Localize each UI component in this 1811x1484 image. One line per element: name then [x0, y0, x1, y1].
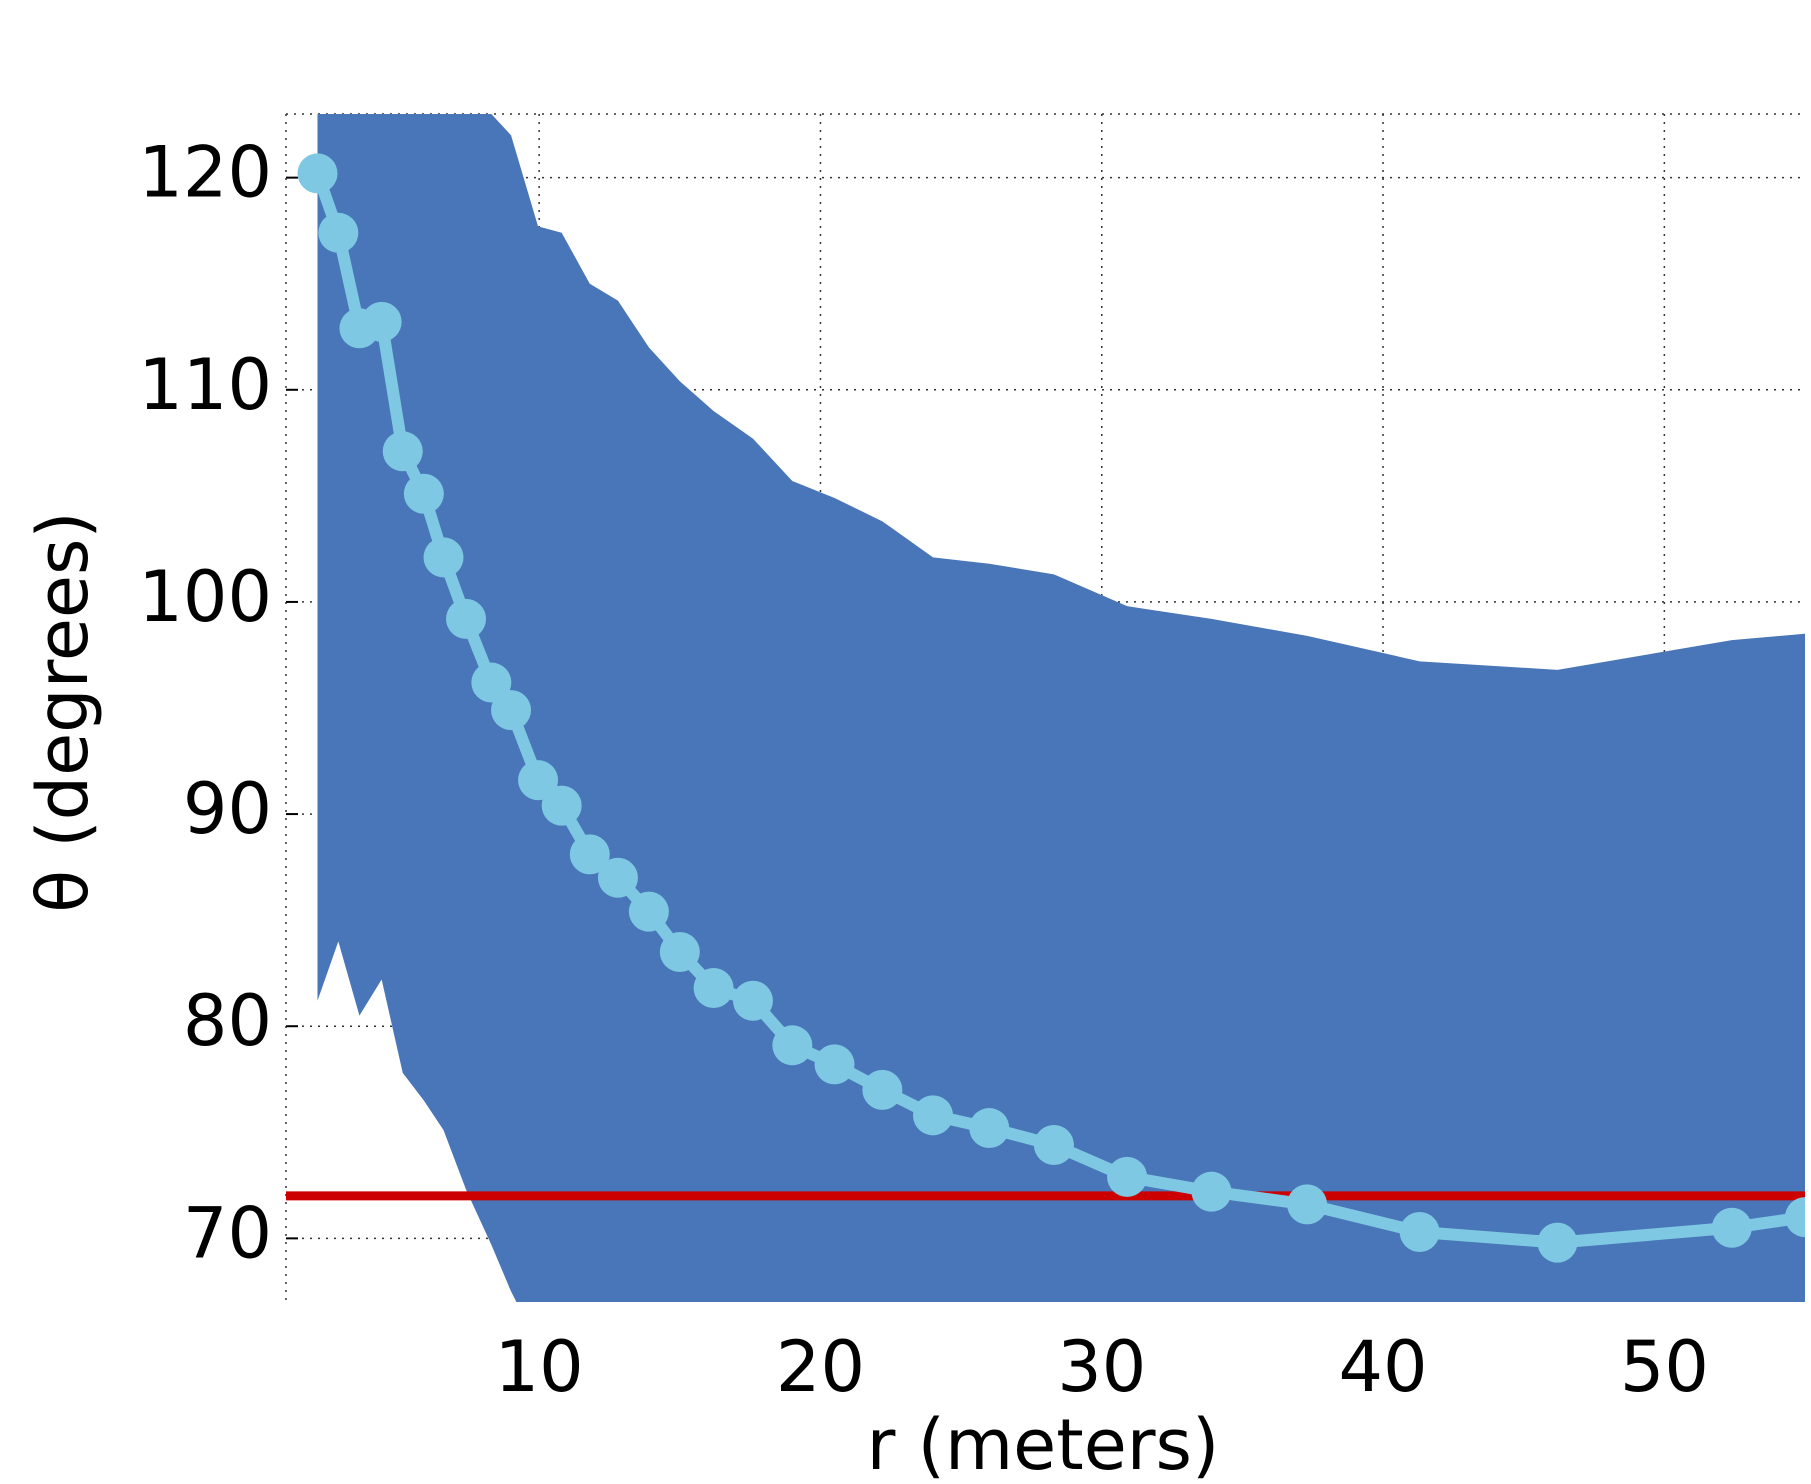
series-marker: [1287, 1184, 1328, 1225]
y-axis-label: θ (degrees): [22, 511, 104, 912]
series-marker: [693, 968, 734, 1009]
y-tick-label: 90: [183, 768, 272, 850]
series-marker: [423, 537, 464, 578]
x-tick-label: 10: [495, 1326, 584, 1408]
labels: 10 20 30 40 50 70 80 90 100 110 120: [138, 132, 1709, 1408]
series-marker: [912, 1095, 953, 1136]
x-tick-label: 20: [776, 1326, 865, 1408]
y-tick-label: 100: [138, 556, 272, 638]
series-marker: [541, 785, 582, 826]
y-tick-label: 110: [138, 344, 272, 426]
series-marker: [403, 473, 444, 514]
series-marker: [297, 153, 338, 194]
series-marker: [659, 931, 700, 972]
series-marker: [1785, 1197, 1805, 1238]
y-tick-label: 120: [138, 132, 272, 214]
series-marker: [1107, 1156, 1148, 1197]
series-marker: [1191, 1171, 1232, 1212]
series-marker: [732, 980, 773, 1021]
confidence-band: [317, 114, 1805, 1302]
series-marker: [491, 690, 532, 731]
series-marker: [518, 760, 559, 801]
series-marker: [471, 662, 512, 703]
y-tick-label: 70: [183, 1192, 272, 1274]
series-marker: [597, 857, 638, 898]
series-marker: [1033, 1125, 1074, 1166]
series-marker: [814, 1044, 855, 1085]
series-marker: [1399, 1211, 1440, 1252]
series-marker: [382, 431, 423, 472]
series-marker: [628, 891, 669, 932]
series-marker: [446, 598, 487, 639]
series-marker: [361, 301, 402, 342]
series-marker: [1711, 1207, 1752, 1248]
plot-area: [286, 114, 1805, 1302]
x-tick-label: 40: [1339, 1326, 1428, 1408]
series-marker: [862, 1069, 903, 1110]
series-marker: [969, 1108, 1010, 1149]
series-marker: [569, 834, 610, 875]
series-marker: [1537, 1222, 1578, 1263]
x-tick-label: 50: [1620, 1326, 1709, 1408]
series-marker: [772, 1025, 813, 1066]
x-axis-label: r (meters): [867, 1404, 1220, 1480]
x-tick-label: 30: [1057, 1326, 1146, 1408]
series-marker: [318, 212, 359, 253]
y-tick-label: 80: [183, 980, 272, 1062]
